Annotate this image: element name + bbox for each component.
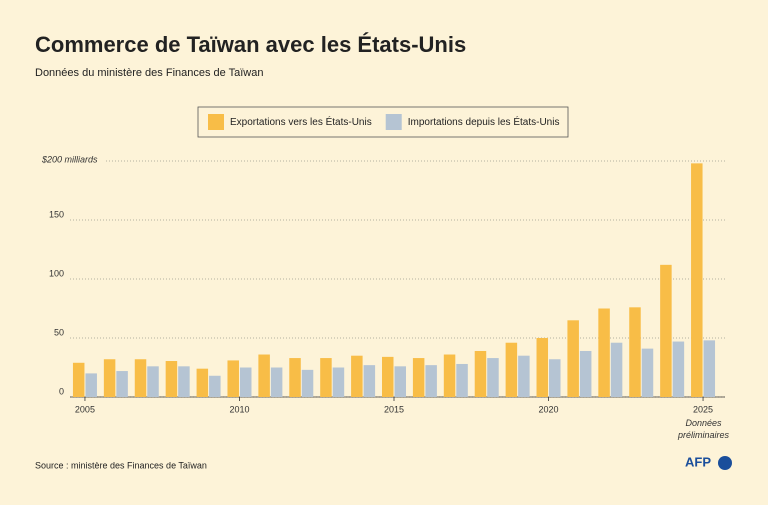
bar [579, 350, 592, 397]
bar [72, 362, 85, 397]
chart-subtitle: Données du ministère des Finances de Taï… [35, 67, 264, 79]
bar [610, 342, 623, 397]
bar [209, 375, 221, 397]
bar [227, 360, 239, 397]
bar [660, 264, 672, 397]
bar [536, 338, 549, 397]
bar [351, 355, 363, 397]
bar [178, 366, 190, 397]
bar [443, 354, 456, 397]
bar [598, 308, 610, 397]
x-tick-label: 2025 [693, 404, 713, 414]
bar [165, 361, 178, 397]
bar [641, 348, 654, 397]
x-tick-label: 2010 [229, 404, 249, 414]
bar [549, 359, 561, 397]
y-tick-label: 150 [49, 209, 64, 219]
y-tick-label: $200 milliards [41, 154, 98, 164]
annotation: Données préliminaires [677, 418, 730, 440]
bar [363, 365, 376, 397]
legend-label: Exportations vers les États-Unis [230, 115, 372, 128]
bar [703, 340, 716, 397]
bar [487, 358, 499, 397]
legend-label: Importations depuis les États-Unis [408, 115, 560, 128]
bar [116, 371, 128, 397]
bar [103, 359, 116, 397]
bar [134, 359, 147, 397]
bar [456, 363, 468, 397]
logo-dot [718, 456, 732, 470]
source: Source : ministère des Finances de Taïwa… [35, 460, 207, 470]
logo: AFP [685, 454, 711, 469]
bar [147, 366, 159, 397]
bar [394, 366, 406, 397]
bar [672, 341, 685, 397]
bar [289, 358, 301, 397]
x-tick-label: 2020 [539, 404, 559, 414]
bar [332, 367, 345, 397]
bar [412, 358, 425, 397]
legend-swatch [208, 114, 224, 130]
bar [505, 342, 518, 397]
bar [258, 354, 270, 397]
bar [691, 163, 703, 397]
bar [301, 369, 314, 397]
y-tick-label: 50 [54, 327, 64, 337]
legend-swatch [385, 114, 402, 130]
bar [85, 373, 97, 397]
bar [474, 350, 487, 397]
legend-box [197, 106, 569, 138]
x-tick-label: 2015 [384, 404, 404, 414]
x-tick-label: 2005 [75, 404, 95, 414]
bar [270, 367, 283, 397]
bar [320, 358, 332, 397]
bar [629, 307, 641, 397]
chart-title: Commerce de Taïwan avec les États-Unis [35, 32, 466, 57]
bar [382, 356, 394, 397]
bar [567, 320, 579, 397]
bar [196, 368, 209, 397]
bar [425, 365, 437, 397]
bar [239, 367, 252, 397]
y-tick-label: 100 [49, 268, 64, 278]
bar [518, 355, 530, 397]
y-tick-label: 0 [59, 386, 64, 396]
